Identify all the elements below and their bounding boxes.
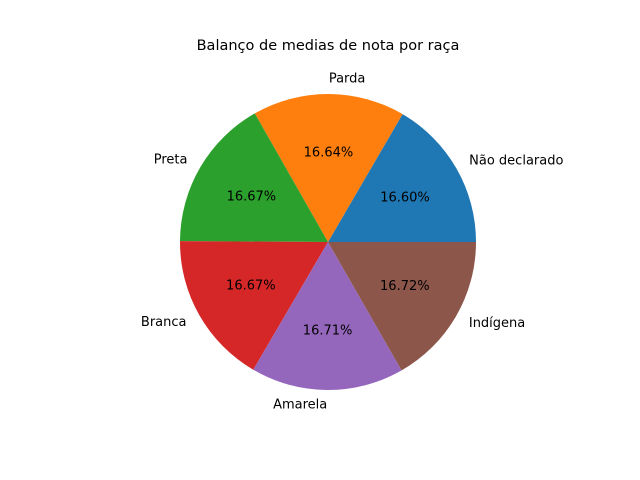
pie-slices bbox=[179, 94, 476, 391]
pie-slice bbox=[253, 242, 402, 391]
slice-percent-label: 16.60% bbox=[380, 190, 430, 205]
pie-slice bbox=[179, 241, 328, 370]
pie-labels: 16.60% Não declarado 16.64% Parda 16.67% Pret… bbox=[141, 72, 564, 413]
slice-percent-label: 16.64% bbox=[304, 146, 354, 161]
slice-percent-label: 16.72% bbox=[380, 279, 430, 294]
slice-category-label: Não declarado bbox=[469, 153, 563, 168]
slice-category-label: Preta bbox=[154, 152, 188, 167]
slice-percent-label: 16.67% bbox=[226, 278, 276, 293]
slice-category-label: Parda bbox=[329, 72, 366, 87]
chart-title: Balanço de medias de nota por raça bbox=[197, 38, 460, 54]
pie-slice bbox=[254, 94, 403, 242]
pie-slice bbox=[180, 113, 328, 242]
pie-slice bbox=[328, 114, 476, 242]
slice-category-label: Amarela bbox=[273, 397, 327, 412]
slice-percent-label: 16.71% bbox=[303, 323, 353, 338]
slice-category-label: Indígena bbox=[469, 316, 525, 331]
slice-category-label: Branca bbox=[141, 315, 187, 330]
pie-slice bbox=[328, 242, 476, 371]
slice-percent-label: 16.67% bbox=[227, 190, 277, 205]
